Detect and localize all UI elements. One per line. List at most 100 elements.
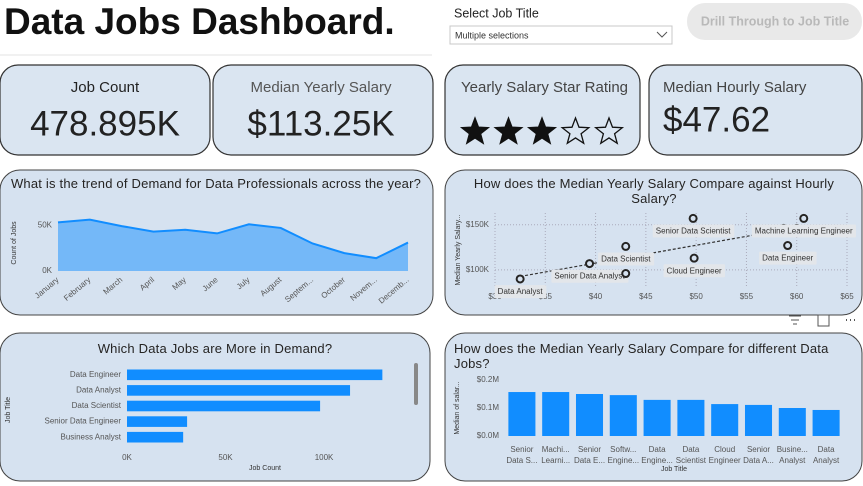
y-tick-label: Data Analyst bbox=[76, 386, 122, 395]
x-tick-label: Data Scientist bbox=[676, 445, 707, 465]
scatter-point bbox=[585, 259, 595, 269]
bar bbox=[127, 416, 188, 427]
drill-button[interactable] bbox=[687, 3, 862, 40]
bar bbox=[127, 369, 383, 381]
y-tick-label: 0K bbox=[42, 266, 52, 275]
bar bbox=[812, 409, 840, 436]
point-label: Senior Data Scientist bbox=[656, 227, 731, 236]
y-axis-title: Median of salar... bbox=[454, 381, 461, 434]
x-tick-label: Data Analyst bbox=[813, 445, 840, 465]
y-axis-title: Job Title bbox=[5, 397, 12, 423]
point-label-bg bbox=[751, 224, 857, 238]
scatter-point bbox=[799, 213, 809, 223]
x-tick-label: 0K bbox=[122, 453, 132, 462]
x-tick-label: Machi... Learni... bbox=[541, 445, 570, 465]
bar bbox=[127, 431, 184, 443]
chart-title: How does the Median Yearly Salary Compar… bbox=[454, 341, 829, 371]
x-axis-title: Job Title bbox=[661, 466, 687, 473]
x-tick-label: 100K bbox=[315, 453, 334, 462]
slicer-dropdown[interactable] bbox=[449, 25, 673, 45]
scatter-point bbox=[621, 269, 631, 279]
filter-icon[interactable] bbox=[789, 315, 801, 325]
dashboard-title: Data Jobs Dashboard. bbox=[4, 1, 395, 42]
point-label: Machine Learning Engineer bbox=[755, 227, 853, 236]
scatter-point bbox=[783, 241, 793, 251]
y-tick-label: Business Analyst bbox=[61, 432, 122, 441]
point-label-bg bbox=[652, 224, 735, 238]
card-label: Job Count bbox=[71, 79, 140, 96]
x-tick-label: Senior Data A... bbox=[743, 445, 774, 465]
rating-star bbox=[526, 116, 558, 145]
rating-star bbox=[593, 116, 625, 145]
scatter-point bbox=[689, 253, 699, 263]
card-label: Yearly Salary Star Rating bbox=[461, 79, 628, 96]
visual-toolbar bbox=[789, 314, 855, 327]
point-label-bg bbox=[494, 285, 547, 299]
bar bbox=[677, 399, 705, 436]
bar bbox=[508, 392, 536, 436]
x-tick-label: Cloud Engineer bbox=[709, 445, 741, 465]
x-tick-label: $55 bbox=[740, 292, 754, 301]
kpi-card bbox=[212, 64, 434, 156]
x-tick-label: 50K bbox=[218, 453, 233, 462]
scatter-point bbox=[621, 241, 631, 251]
y-tick-label: Data Scientist bbox=[72, 401, 122, 410]
x-tick-label: $50 bbox=[689, 292, 703, 301]
point-label-bg bbox=[663, 264, 726, 278]
slicer-selection: Multiple selections bbox=[455, 30, 529, 40]
line bbox=[57, 218, 409, 260]
bar bbox=[575, 394, 604, 436]
x-tick-label: $60 bbox=[790, 292, 804, 301]
x-tick-label: Senior Data S... bbox=[506, 445, 537, 465]
bar bbox=[127, 385, 351, 396]
bar bbox=[127, 400, 321, 412]
y-axis-title: Median Yearly Salary... bbox=[455, 214, 462, 285]
bar bbox=[778, 408, 806, 436]
kpi-card bbox=[0, 64, 211, 156]
scatter-point bbox=[515, 274, 525, 284]
chart-panel bbox=[444, 169, 863, 316]
bar bbox=[711, 404, 739, 436]
x-tick-label: Data Engine... bbox=[641, 445, 673, 465]
chart-title: What is the trend of Demand for Data Pro… bbox=[10, 176, 422, 191]
x-axis-title: Job Count bbox=[249, 465, 281, 472]
rating-star bbox=[560, 116, 591, 145]
x-tick-label: Senior Data E... bbox=[574, 445, 605, 465]
slicer-label: Select Job Title bbox=[454, 6, 539, 20]
chart-title: How does the Median Yearly Salary Compar… bbox=[473, 176, 835, 206]
kpi-card bbox=[648, 64, 863, 156]
x-tick-label: Softw... Engine... bbox=[608, 445, 640, 465]
point-label: Data Scientist bbox=[601, 255, 651, 264]
bar bbox=[542, 392, 570, 436]
bar bbox=[609, 395, 637, 436]
x-tick-label: $65 bbox=[840, 292, 854, 301]
bar bbox=[744, 404, 773, 436]
y-axis-title: Count of Jobs bbox=[11, 221, 18, 265]
scatter-point bbox=[688, 213, 698, 223]
point-label: Cloud Engineer bbox=[667, 266, 722, 275]
card-value: $113.25K bbox=[247, 104, 394, 143]
y-tick-label: $100K bbox=[466, 265, 490, 274]
card-label: Median Hourly Salary bbox=[663, 79, 807, 96]
y-tick-label: $0.0M bbox=[477, 431, 500, 440]
y-tick-label: Data Engineer bbox=[70, 370, 121, 379]
point-label: Data Engineer bbox=[762, 254, 813, 263]
card-value: $47.62 bbox=[663, 100, 770, 139]
scrollbar[interactable] bbox=[414, 363, 418, 405]
chart-title: Which Data Jobs are More in Demand? bbox=[97, 341, 333, 356]
x-tick-label: $40 bbox=[589, 292, 603, 301]
rating-star bbox=[459, 116, 491, 145]
point-label-bg bbox=[759, 251, 817, 265]
dropdown-chevron bbox=[656, 31, 668, 38]
point-label: Senior Data Analyst bbox=[554, 272, 625, 281]
point-label-bg bbox=[551, 269, 629, 283]
card-value: 478.895K bbox=[30, 104, 180, 143]
kpi-card bbox=[444, 64, 641, 156]
card-label: Median Yearly Salary bbox=[251, 79, 392, 96]
bar bbox=[643, 399, 671, 436]
y-tick-label: Senior Data Engineer bbox=[45, 417, 122, 426]
focus-icon[interactable] bbox=[817, 314, 830, 327]
x-tick-label: Busine... Analyst bbox=[777, 445, 808, 465]
